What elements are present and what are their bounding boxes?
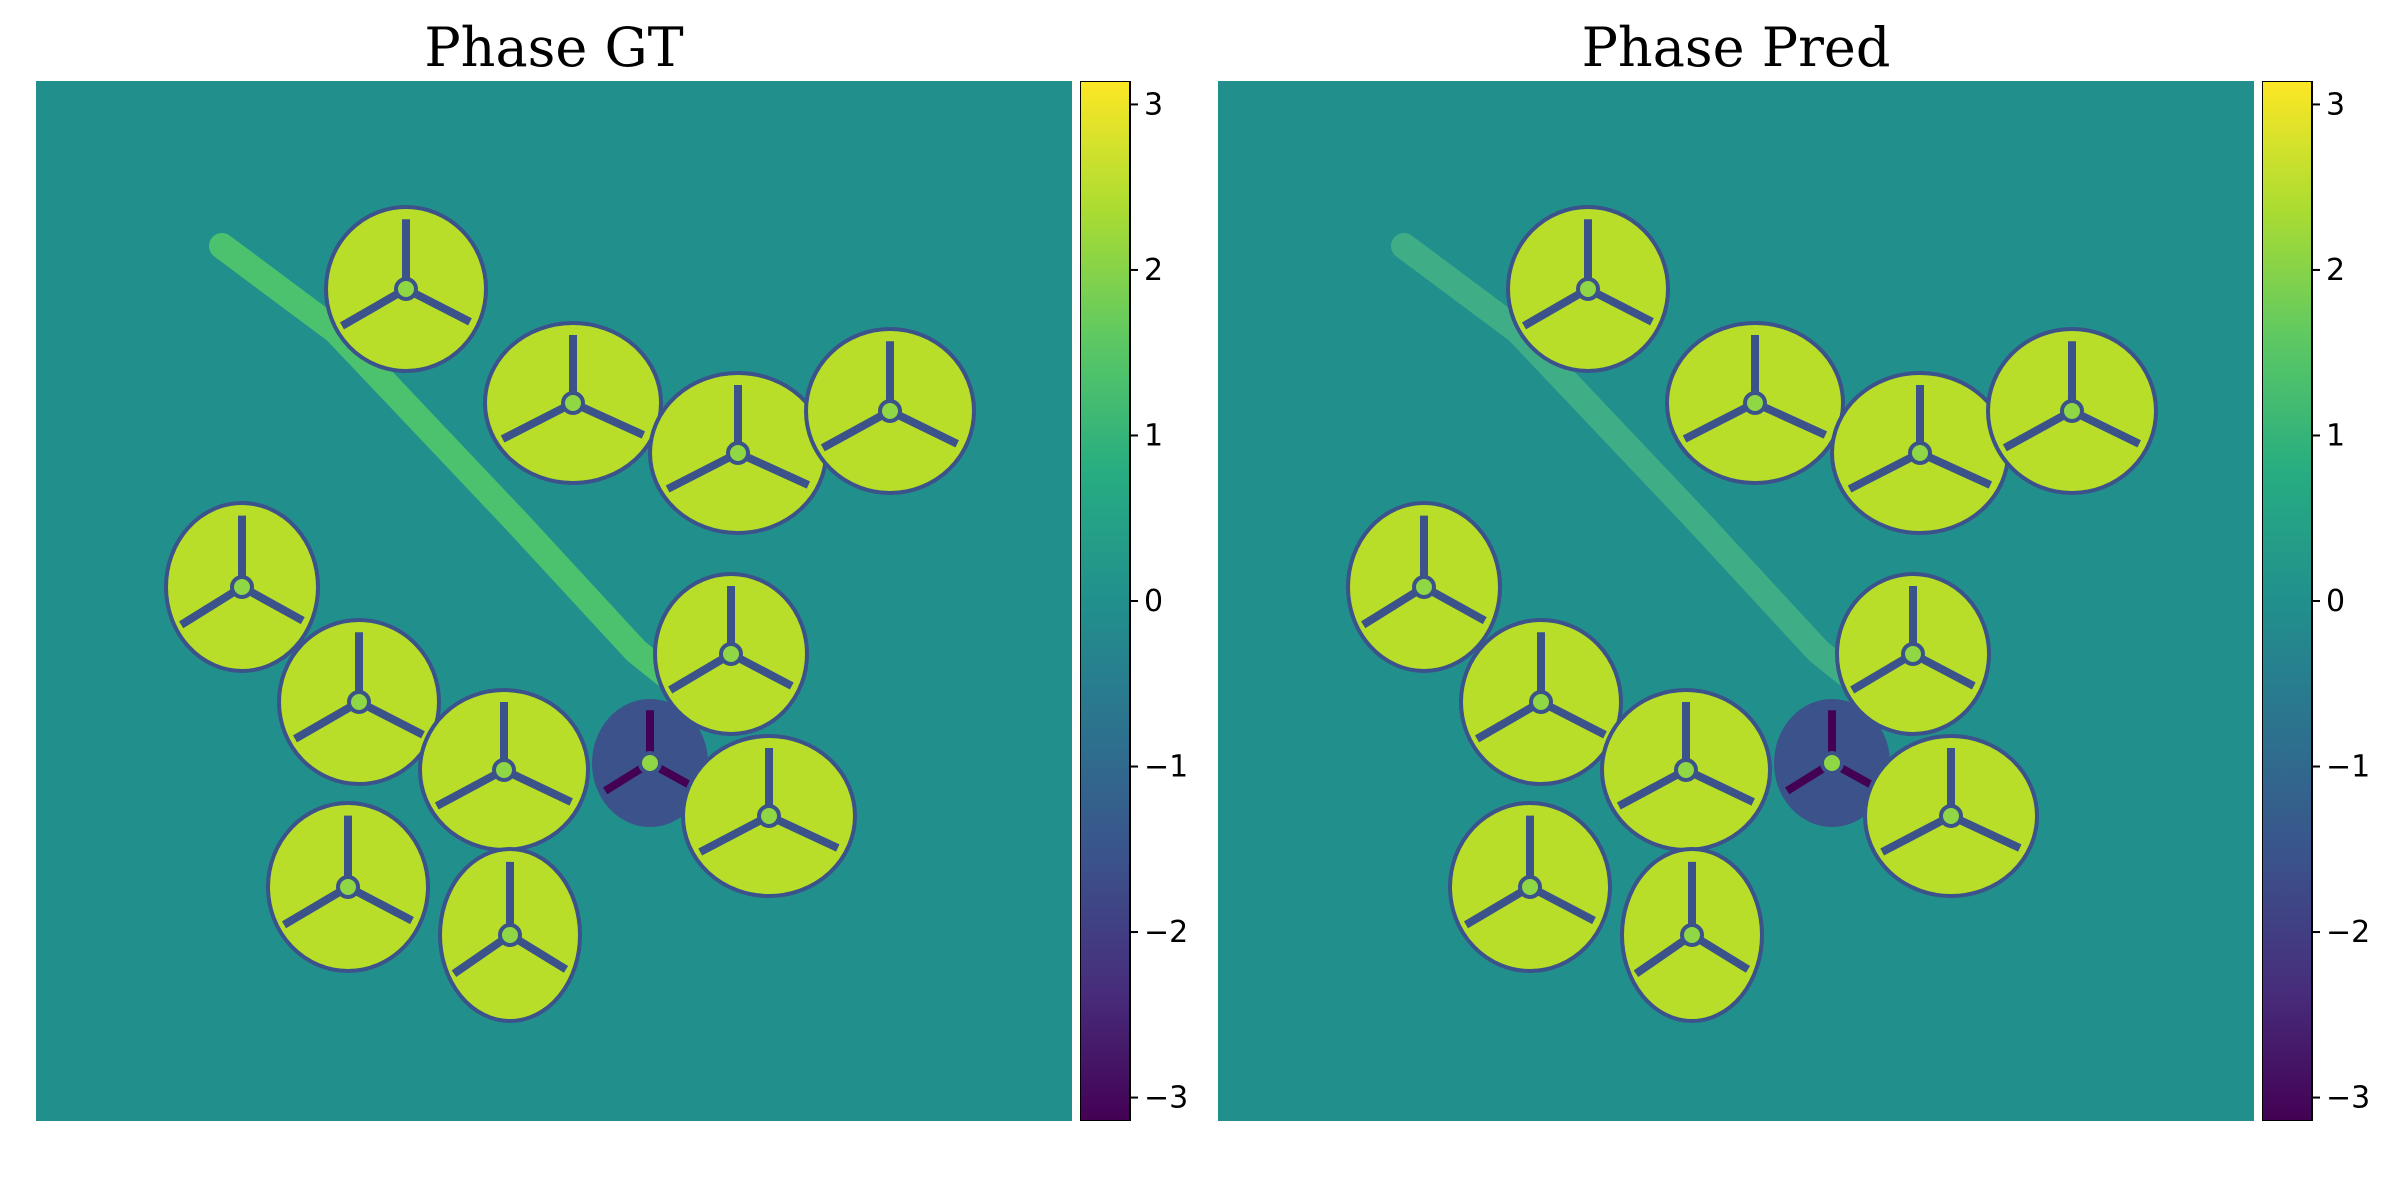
colorbar-tick-label: 1 <box>2326 418 2345 453</box>
cell-node-shape <box>230 575 254 599</box>
colorbar-gt: 3 2 1 0 −1 −2 −3 <box>1080 81 1188 1121</box>
cell-node-shape <box>878 399 902 423</box>
cell-node-shape <box>1674 758 1698 782</box>
colorbar-tick-label: 0 <box>2326 584 2345 619</box>
cell-node-shape <box>726 441 750 465</box>
cell-node-shape <box>1412 575 1436 599</box>
cell-node-shape <box>1680 923 1704 947</box>
colorbar-tick-label: −2 <box>2326 915 2370 950</box>
cell-node-shape <box>1908 441 1932 465</box>
cell-node-shape <box>638 751 662 775</box>
filament-shape <box>1391 233 1881 704</box>
colorbar-tick-label: 1 <box>1144 418 1163 453</box>
colorbar-tick-label: −3 <box>2326 1081 2370 1116</box>
cell-node-shape <box>336 875 360 899</box>
cell-node-shape <box>1939 804 1963 828</box>
cell-node-shape <box>1743 391 1767 415</box>
colorbar-tick-label: 3 <box>1144 87 1163 122</box>
phase-gt-image <box>36 81 1072 1121</box>
cells-layer <box>1346 205 2158 1023</box>
colorbar-tick-label: 2 <box>1144 253 1163 288</box>
cell-node-shape <box>561 391 585 415</box>
colorbar-tick-label: 0 <box>1144 584 1163 619</box>
cell-node-shape <box>2060 399 2084 423</box>
cell-node-shape <box>1820 751 1844 775</box>
colorbar-tick-label: −1 <box>2326 750 2370 785</box>
cell-node-shape <box>347 690 371 714</box>
colorbar-tick-label: −1 <box>1144 750 1188 785</box>
filament-shape <box>209 233 699 704</box>
cell-node-shape <box>1576 277 1600 301</box>
cell-node-shape <box>498 923 522 947</box>
cells-layer <box>164 205 976 1023</box>
panel-title-pred: Phase Pred <box>1581 16 1891 79</box>
cell-node-shape <box>1529 690 1553 714</box>
cell-node-shape <box>492 758 516 782</box>
colorbar-tick-label: −2 <box>1144 915 1188 950</box>
cell-node-shape <box>757 804 781 828</box>
colorbar-ticks: 3 2 1 0 −1 −2 −3 <box>2312 87 2370 1116</box>
colorbar-pred: 3 2 1 0 −1 −2 −3 <box>2262 81 2370 1121</box>
phase-pred-image <box>1218 81 2254 1121</box>
colorbar-tick-label: −3 <box>1144 1081 1188 1116</box>
cell-node-shape <box>1901 642 1925 666</box>
cell-node-shape <box>1518 875 1542 899</box>
colorbar-tick-label: 3 <box>2326 87 2345 122</box>
cell-node-shape <box>394 277 418 301</box>
cell-node-shape <box>719 642 743 666</box>
panel-title-gt: Phase GT <box>424 16 684 79</box>
colorbar-tick-label: 2 <box>2326 253 2345 288</box>
colorbar-ticks: 3 2 1 0 −1 −2 −3 <box>1130 87 1188 1116</box>
